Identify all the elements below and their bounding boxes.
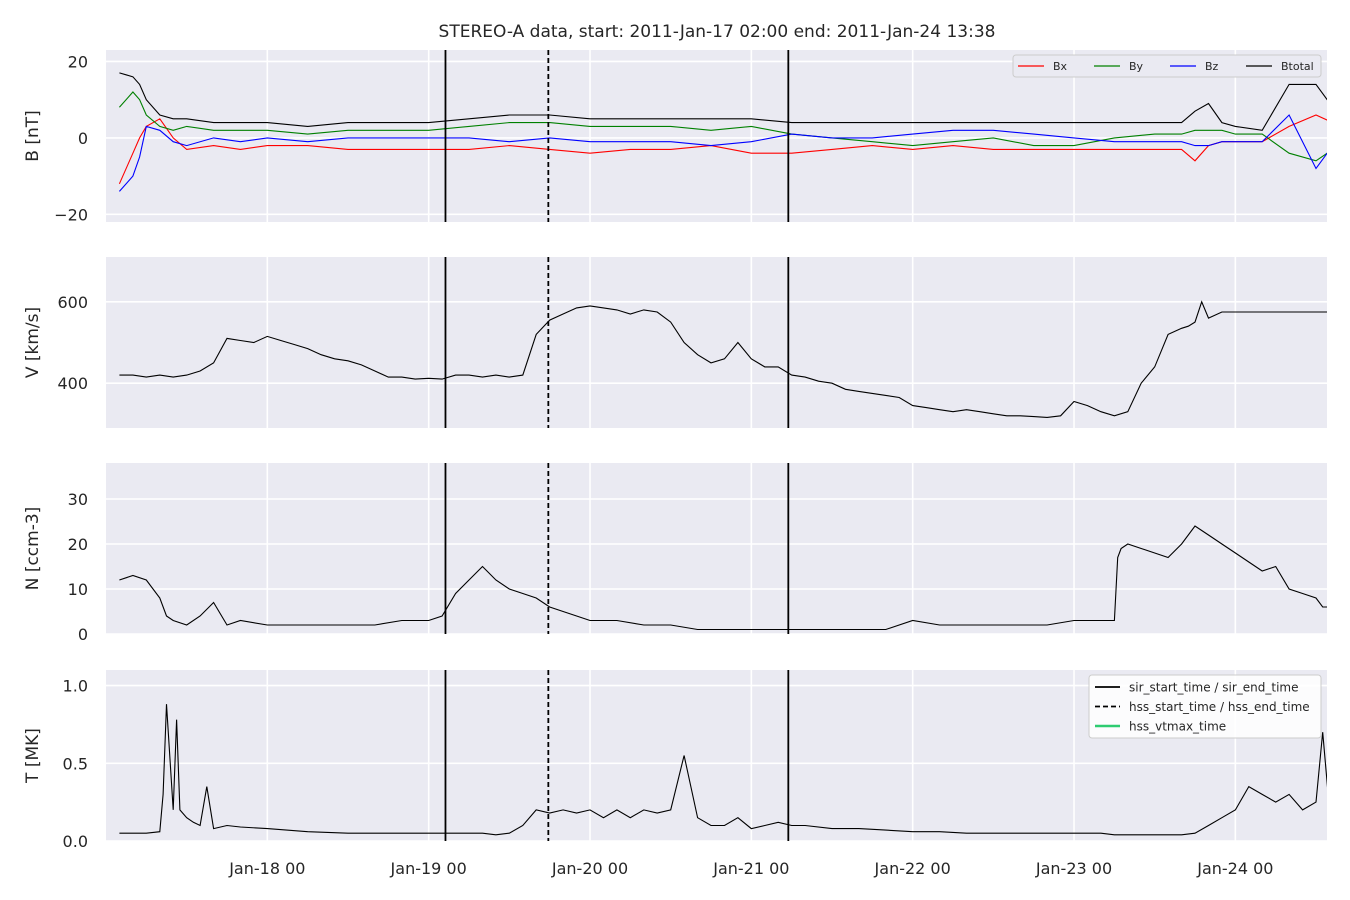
panel-3: 30 20 10 0 N [ccm-3] — [23, 463, 1327, 644]
y-tick-label: 30 — [68, 490, 88, 509]
y-tick-label: 600 — [57, 293, 88, 312]
y-tick-label: 0 — [78, 129, 88, 148]
y-tick-label: 10 — [68, 580, 88, 599]
x-tick-label: Jan-18 00 — [228, 859, 305, 878]
series-line-bz — [118, 114, 1327, 192]
y-tick-label: 0.0 — [63, 832, 88, 851]
series-line-value — [119, 300, 1327, 418]
chart-title: STEREO-A data, start: 2011-Jan-17 02:00 … — [439, 22, 996, 42]
x-tick-label: Jan-20 00 — [551, 859, 628, 878]
x-tick-label: Jan-22 00 — [874, 859, 951, 878]
legend-label-btotal: Btotal — [1281, 60, 1314, 73]
t-legend: sir_start_time / sir_end_time hss_start_t… — [1088, 674, 1322, 739]
x-tick-label: Jan-23 00 — [1035, 859, 1112, 878]
y-axis-label: B [nT] — [23, 110, 43, 162]
y-axis-label: T [MK] — [23, 728, 43, 784]
y-tick-label: 20 — [68, 535, 88, 554]
y-tick-label: 400 — [57, 374, 88, 393]
y-axis-label: N [ccm-3] — [23, 507, 43, 591]
y-axis-label: V [km/s] — [23, 307, 43, 378]
legend-label-bx: Bx — [1053, 60, 1068, 73]
panel-1: 20 0 −20 B [nT] — [23, 50, 1327, 224]
plot-area — [106, 257, 1327, 428]
x-tick-label: Jan-24 00 — [1196, 859, 1273, 878]
plot-area — [106, 463, 1327, 634]
y-tick-label: 20 — [68, 52, 88, 71]
series-line-value — [119, 704, 1327, 836]
panels: 20 0 −20 B [nT] 600 400 V [km/s] 30 20 10 0 N [ccm-… — [23, 50, 1327, 878]
series-line-btotal — [119, 72, 1327, 131]
y-tick-label: 1.0 — [63, 677, 88, 696]
series-line-value — [119, 525, 1327, 631]
panel-2: 600 400 V [km/s] — [23, 257, 1327, 428]
legend-label-by: By — [1129, 60, 1144, 73]
y-tick-label: 0.5 — [63, 754, 88, 773]
x-tick-label: Jan-19 00 — [390, 859, 467, 878]
legend-label-hss-vtmax-time: hss_vtmax_time — [1129, 720, 1226, 734]
plot-area — [106, 50, 1327, 222]
legend-box — [1012, 54, 1322, 78]
b-legend: Bx By Bz Btotal — [1012, 54, 1322, 78]
legend-label-bz: Bz — [1205, 60, 1219, 73]
series-line-by — [118, 91, 1327, 162]
x-tick-label: Jan-21 00 — [712, 859, 789, 878]
y-tick-label: 0 — [78, 625, 88, 644]
y-tick-label: −20 — [54, 205, 88, 224]
legend-label-hss-start-time: hss_start_time / hss_end_time — [1129, 700, 1310, 714]
legend-label-sir-start-time: sir_start_time / sir_end_time — [1129, 681, 1299, 695]
legend-box — [1088, 674, 1322, 739]
